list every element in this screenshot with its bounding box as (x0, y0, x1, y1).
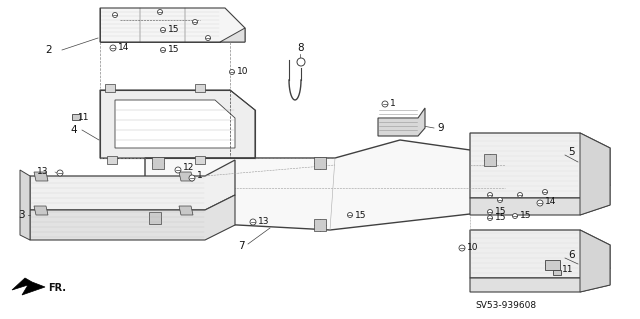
Bar (107, 156, 117, 164)
Polygon shape (470, 230, 610, 278)
Polygon shape (545, 260, 560, 270)
Circle shape (459, 245, 465, 251)
Polygon shape (553, 270, 561, 275)
Circle shape (382, 101, 388, 107)
Text: 5: 5 (568, 147, 575, 157)
Polygon shape (12, 278, 45, 295)
Bar (195, 156, 205, 164)
Polygon shape (34, 206, 48, 215)
Circle shape (488, 216, 493, 220)
Text: 15: 15 (168, 26, 179, 34)
Circle shape (518, 192, 522, 197)
Circle shape (189, 175, 195, 181)
Text: 15: 15 (495, 213, 506, 222)
Text: 10: 10 (237, 68, 248, 77)
Polygon shape (179, 206, 193, 215)
Text: 15: 15 (168, 46, 179, 55)
Polygon shape (314, 219, 326, 231)
Circle shape (113, 12, 118, 18)
Polygon shape (34, 172, 48, 181)
Text: 1: 1 (197, 172, 203, 181)
Text: 11: 11 (562, 265, 573, 275)
Text: 4: 4 (70, 125, 77, 135)
Polygon shape (145, 140, 505, 230)
Polygon shape (100, 8, 245, 42)
Polygon shape (20, 170, 30, 240)
Polygon shape (72, 114, 80, 120)
Polygon shape (30, 160, 235, 210)
Circle shape (488, 210, 493, 214)
Circle shape (537, 200, 543, 206)
Polygon shape (470, 185, 610, 215)
Text: 15: 15 (520, 211, 531, 219)
Text: 15: 15 (495, 206, 506, 216)
Text: 2: 2 (45, 45, 52, 55)
Text: 13: 13 (37, 167, 49, 176)
Text: 11: 11 (78, 114, 90, 122)
Polygon shape (220, 28, 245, 42)
Polygon shape (179, 172, 193, 181)
Circle shape (161, 48, 166, 53)
Text: 7: 7 (238, 241, 244, 251)
Text: 10: 10 (467, 243, 479, 253)
Text: 1: 1 (390, 99, 396, 108)
Bar (195, 84, 205, 92)
Text: 12: 12 (183, 164, 195, 173)
Bar (105, 84, 115, 92)
Text: 15: 15 (355, 211, 367, 219)
Text: 8: 8 (297, 43, 303, 53)
Polygon shape (580, 133, 610, 215)
Polygon shape (314, 157, 326, 169)
Text: FR.: FR. (48, 283, 66, 293)
Circle shape (157, 10, 163, 14)
Polygon shape (378, 108, 425, 136)
Text: SV53-939608: SV53-939608 (475, 300, 536, 309)
Polygon shape (100, 90, 255, 158)
Polygon shape (484, 154, 496, 166)
Polygon shape (470, 133, 610, 198)
Polygon shape (115, 100, 235, 148)
Circle shape (161, 27, 166, 33)
Circle shape (175, 167, 181, 173)
Circle shape (348, 212, 353, 218)
Circle shape (193, 19, 198, 25)
Text: 9: 9 (437, 123, 444, 133)
Circle shape (205, 35, 211, 41)
Polygon shape (580, 230, 610, 292)
Text: 3: 3 (18, 210, 24, 220)
Circle shape (230, 70, 234, 75)
Circle shape (297, 58, 305, 66)
Circle shape (497, 197, 502, 203)
Circle shape (513, 213, 518, 219)
Text: 13: 13 (258, 218, 269, 226)
Circle shape (57, 170, 63, 176)
Polygon shape (30, 195, 235, 240)
Text: 14: 14 (118, 43, 129, 53)
Polygon shape (470, 268, 610, 292)
Circle shape (110, 45, 116, 51)
Circle shape (250, 219, 256, 225)
Text: 14: 14 (545, 197, 556, 206)
Circle shape (488, 192, 493, 197)
Polygon shape (149, 212, 161, 224)
Text: 6: 6 (568, 250, 575, 260)
Circle shape (543, 189, 547, 195)
Polygon shape (152, 157, 164, 169)
